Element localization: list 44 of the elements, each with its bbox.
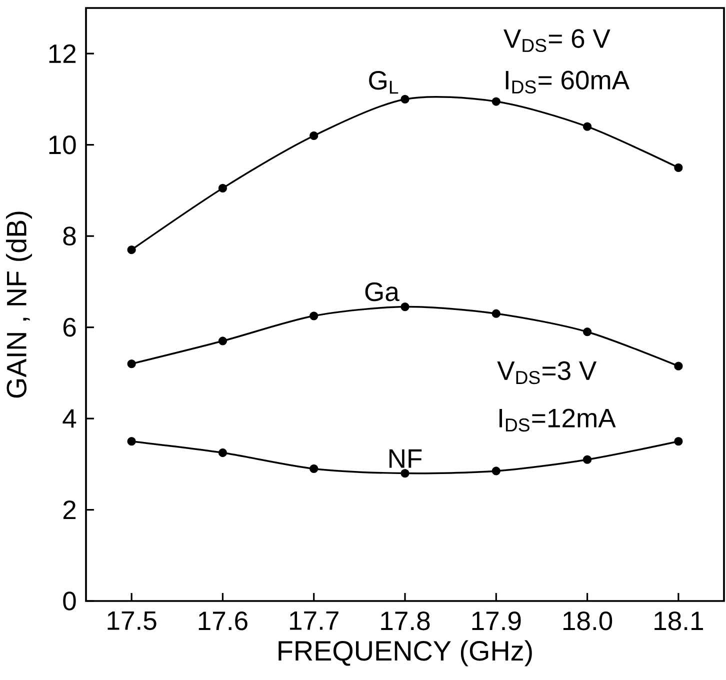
y-tick-label: 6 bbox=[63, 318, 76, 337]
x-tick-label: 17.9 bbox=[472, 611, 521, 630]
point bbox=[492, 309, 500, 318]
point bbox=[674, 437, 683, 446]
x-tick-label: 18.0 bbox=[563, 611, 612, 630]
y-tick-label: 10 bbox=[49, 135, 76, 154]
point bbox=[127, 437, 136, 446]
point bbox=[310, 131, 318, 140]
point bbox=[582, 122, 592, 131]
point bbox=[400, 468, 410, 478]
point bbox=[674, 362, 683, 370]
point bbox=[218, 336, 228, 346]
point bbox=[582, 455, 592, 464]
point bbox=[310, 312, 318, 320]
point bbox=[310, 464, 318, 474]
point bbox=[218, 184, 228, 192]
point bbox=[582, 328, 592, 336]
x-tick-label: 17.6 bbox=[198, 611, 248, 630]
series-label: Ga bbox=[365, 282, 400, 302]
point bbox=[218, 448, 228, 458]
annotation: I$_{DS}$=12mA bbox=[500, 408, 616, 432]
point bbox=[127, 245, 136, 254]
series-label: NF bbox=[389, 449, 422, 468]
annotation: V$_{DS}$= 6 V bbox=[504, 29, 610, 52]
annotation: V$_{DS}$=3 V bbox=[497, 361, 597, 384]
x-tick-label: 18.1 bbox=[654, 611, 703, 630]
y-tick-label: 4 bbox=[62, 409, 76, 428]
y-tick-label: 8 bbox=[63, 226, 76, 246]
x-tick-label: 17.8 bbox=[381, 611, 430, 630]
annotation: I$_{DS}$= 60mA bbox=[506, 70, 630, 94]
y-tick-label: 2 bbox=[63, 500, 76, 520]
point bbox=[400, 94, 410, 104]
y-tick-label: 0 bbox=[63, 592, 76, 610]
point bbox=[127, 359, 136, 368]
y-axis-title: GAIN , NF (dB) bbox=[6, 212, 32, 398]
point bbox=[492, 97, 500, 106]
x-axis-title: FREQUENCY (GHz) bbox=[278, 640, 532, 666]
x-tick-label: 17.5 bbox=[108, 611, 156, 630]
x-tick-label: 17.7 bbox=[290, 611, 338, 630]
y-tick-label: 12 bbox=[49, 44, 76, 63]
point bbox=[674, 163, 683, 172]
series-label: G$_{L}$ bbox=[369, 70, 398, 94]
point bbox=[400, 302, 410, 312]
point bbox=[492, 466, 500, 476]
